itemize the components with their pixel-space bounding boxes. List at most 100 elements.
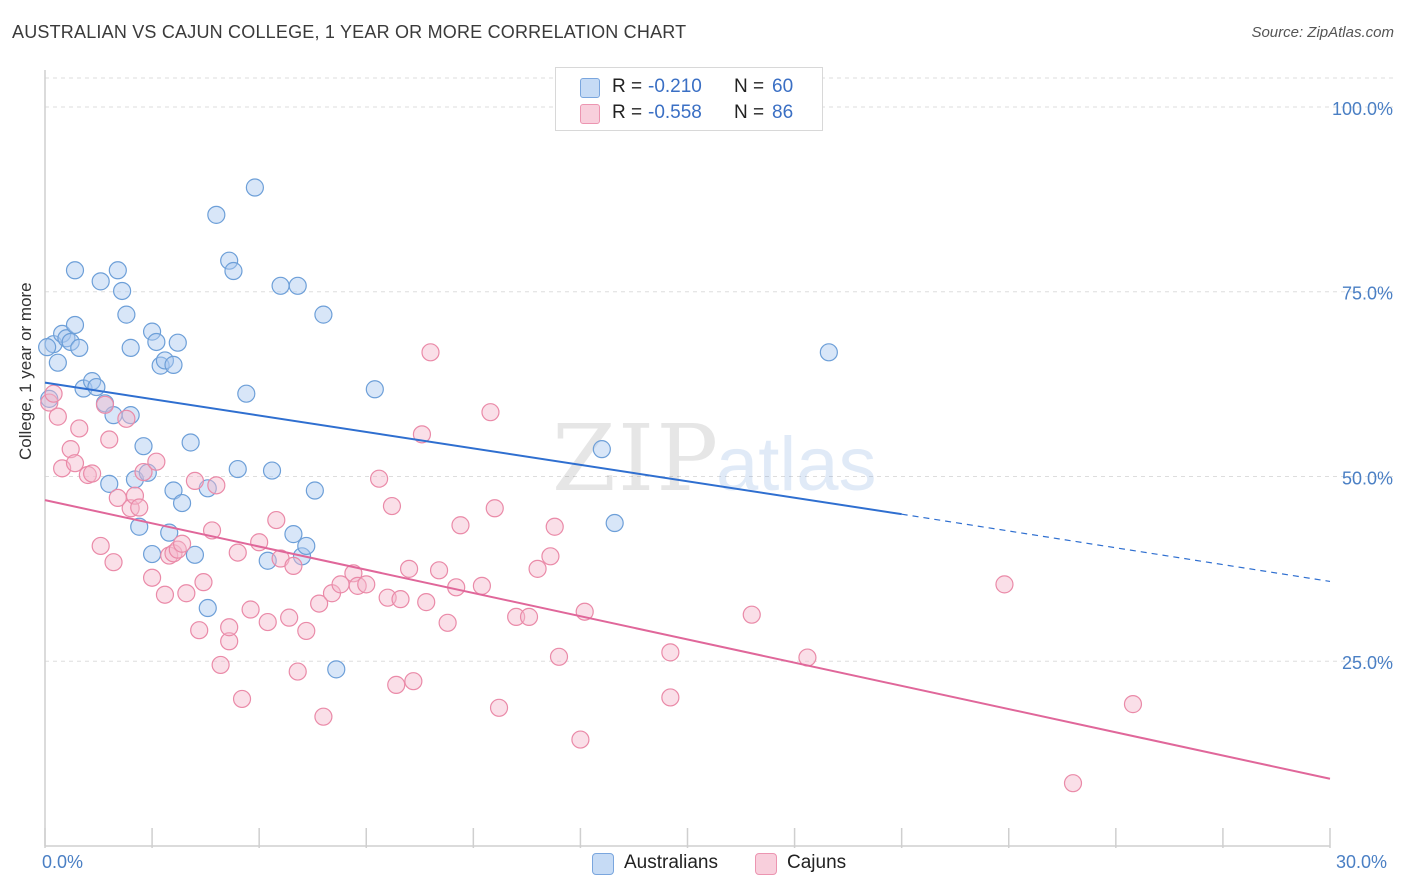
cajuns-point — [438, 613, 457, 632]
cajuns-point — [211, 655, 230, 675]
cajuns-point — [485, 499, 504, 518]
cajuns-point — [241, 600, 260, 619]
cajuns-swatch — [580, 104, 600, 124]
cajuns-point — [314, 707, 333, 726]
legend-n-value: 86 — [772, 102, 794, 123]
australians-point — [819, 343, 838, 362]
y-tick-label: 100.0% — [1332, 99, 1393, 119]
cajuns-point — [541, 547, 560, 566]
cajuns-point — [142, 568, 162, 587]
australians-point — [65, 315, 85, 335]
cajuns-point — [117, 409, 136, 428]
legend-n-value: 60 — [772, 76, 794, 97]
chart-title: AUSTRALIAN VS CAJUN COLLEGE, 1 YEAR OR M… — [12, 22, 687, 42]
cajuns-point — [288, 662, 307, 681]
y-tick-label: 75.0% — [1342, 284, 1393, 304]
cajuns-point — [61, 440, 80, 459]
cajuns-point — [370, 469, 389, 488]
cajuns-point — [297, 621, 316, 641]
cajuns-point — [507, 607, 526, 626]
x-ticks — [44, 828, 1331, 848]
cajuns-point — [417, 593, 436, 612]
cajuns-point — [391, 590, 410, 609]
cajuns-point — [258, 612, 277, 632]
cajuns-trend-line — [44, 499, 1331, 780]
x-tick-label-min: 0.0% — [42, 852, 84, 872]
cajuns-point — [399, 559, 419, 578]
cajuns-point — [382, 496, 402, 516]
cajuns-point — [310, 594, 329, 613]
cajuns-point — [284, 556, 303, 576]
australians-point — [237, 384, 256, 403]
cajuns-point — [451, 516, 470, 535]
cajuns-point — [40, 393, 59, 412]
australians-point — [147, 332, 166, 352]
cajuns-point — [190, 621, 209, 640]
cajuns-point — [545, 517, 564, 536]
australians-point — [155, 351, 175, 370]
australians-point — [134, 437, 153, 456]
cajuns-point — [742, 605, 761, 624]
legend-n-label: N = — [734, 76, 765, 97]
cajuns-point — [421, 343, 440, 362]
cajuns-point — [519, 607, 539, 626]
australians-swatch — [592, 853, 614, 875]
cajuns-point — [147, 452, 166, 471]
cajuns-point — [280, 608, 299, 627]
watermark-zip: ZIP — [552, 405, 720, 512]
cajuns-point — [661, 688, 680, 707]
australians-point — [164, 481, 183, 500]
cajuns-point — [155, 585, 175, 604]
cajuns-point — [185, 471, 205, 491]
australians-point — [297, 536, 316, 556]
australians-point — [592, 440, 611, 459]
cajuns-point — [44, 384, 63, 403]
cajuns-point — [220, 632, 239, 651]
cajuns-point — [104, 553, 123, 572]
cajuns-point — [65, 454, 85, 473]
bottom-legend-australians-label: Australians — [624, 852, 718, 873]
australians-point — [271, 276, 290, 295]
australians-point — [65, 261, 85, 280]
cajuns-point — [549, 647, 569, 666]
cajuns-point — [177, 584, 196, 603]
australians-point — [164, 355, 183, 374]
y-tick-labels: 25.0% 50.0% 75.0% 100.0% — [1332, 99, 1393, 673]
australians-trend-line — [44, 381, 902, 516]
cajuns-point — [125, 486, 145, 505]
cajuns-point — [412, 425, 432, 444]
cajuns-points — [40, 343, 1143, 793]
australians-trend-extension — [901, 513, 1331, 583]
cajuns-point — [1123, 695, 1143, 714]
cajuns-point — [472, 576, 491, 595]
australians-point — [605, 513, 624, 533]
australians-point — [228, 459, 247, 479]
cajuns-point — [481, 403, 500, 422]
australians-point — [121, 338, 140, 357]
cajuns-point — [70, 419, 89, 438]
cajuns-swatch — [755, 853, 777, 875]
australians-point — [365, 380, 384, 399]
cajuns-point — [489, 698, 509, 717]
australians-point — [284, 525, 303, 544]
australians-swatch — [580, 78, 600, 98]
australians-point — [262, 461, 282, 480]
australians-point — [220, 251, 239, 270]
source-label: Source: ZipAtlas.com — [1251, 24, 1394, 41]
cajuns-point — [194, 573, 213, 592]
australians-point — [48, 353, 67, 372]
australians-point — [181, 433, 200, 452]
watermark-atlas: atlas — [716, 422, 877, 507]
cajuns-point — [48, 407, 67, 426]
cajuns-point — [995, 575, 1014, 594]
legend-r-label: R = — [612, 76, 643, 97]
x-tick-label-max: 30.0% — [1336, 852, 1388, 872]
australians-point — [168, 333, 187, 352]
legend-r-value: -0.210 — [648, 76, 702, 97]
gridlines — [45, 77, 1394, 662]
legend-n-label: N = — [734, 102, 765, 123]
y-tick-label: 50.0% — [1342, 468, 1393, 488]
cajuns-point — [207, 476, 226, 495]
cajuns-point — [220, 618, 239, 637]
